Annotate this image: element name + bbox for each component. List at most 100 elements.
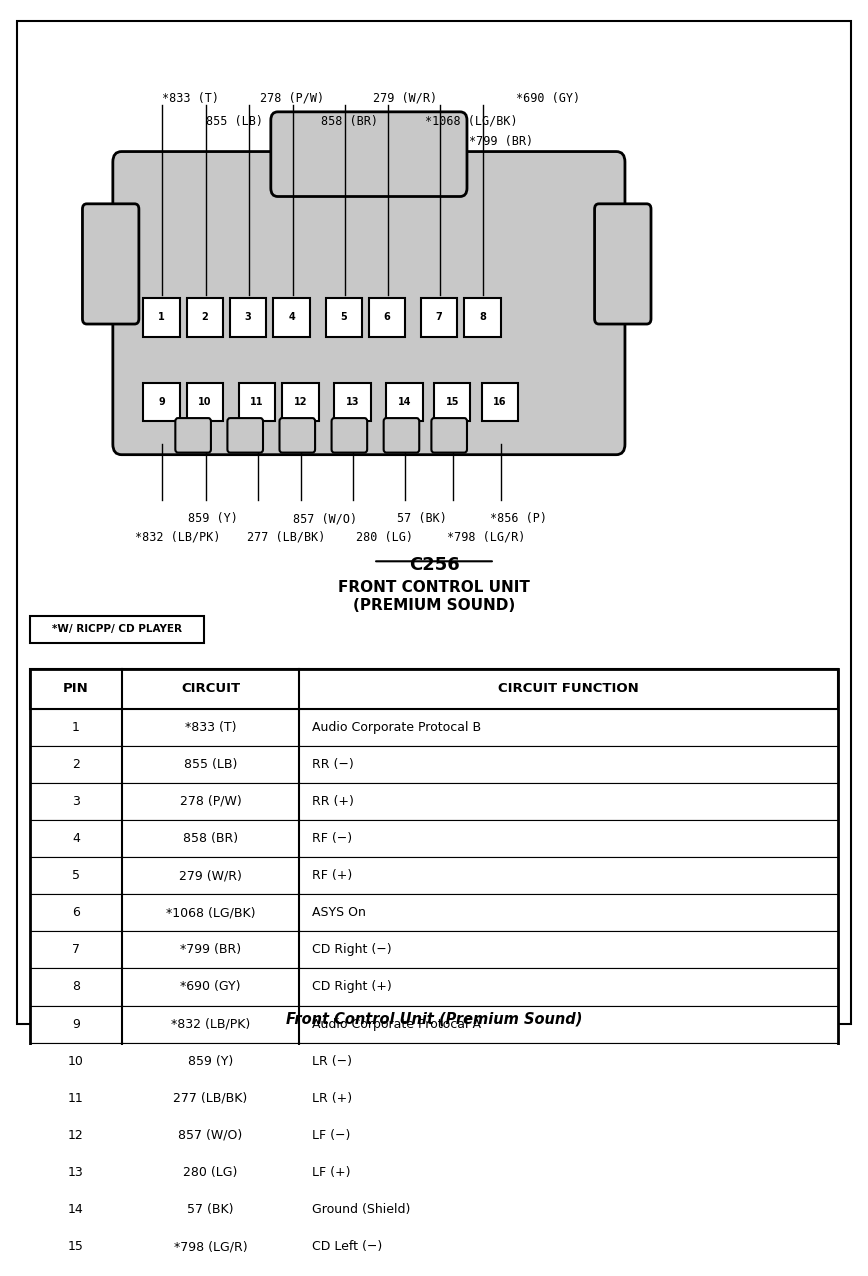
- Bar: [30, 1191, 838, 1229]
- Bar: [464, 297, 501, 337]
- Text: FRONT CONTROL UNIT
(PREMIUM SOUND): FRONT CONTROL UNIT (PREMIUM SOUND): [338, 581, 530, 612]
- Bar: [239, 383, 275, 421]
- Text: 2: 2: [201, 313, 208, 323]
- Text: RR (+): RR (+): [312, 795, 354, 808]
- Text: C256: C256: [409, 556, 459, 574]
- Text: 1: 1: [72, 721, 80, 734]
- Bar: [369, 297, 405, 337]
- Text: 13: 13: [345, 397, 359, 407]
- Bar: [187, 297, 223, 337]
- Bar: [30, 669, 838, 1276]
- Text: *798 (LG/R): *798 (LG/R): [447, 531, 525, 544]
- Text: *799 (BR): *799 (BR): [469, 135, 533, 148]
- Text: *W/ RICPP/ CD PLAYER: *W/ RICPP/ CD PLAYER: [52, 624, 182, 634]
- Text: *799 (BR): *799 (BR): [180, 943, 241, 956]
- Text: 858 (BR): 858 (BR): [183, 832, 238, 845]
- Text: 7: 7: [436, 313, 443, 323]
- Bar: [30, 1079, 838, 1116]
- FancyBboxPatch shape: [384, 419, 419, 453]
- Text: 859 (Y): 859 (Y): [188, 512, 238, 526]
- Text: 14: 14: [68, 1203, 84, 1216]
- Text: 15: 15: [68, 1240, 84, 1253]
- Text: 3: 3: [72, 795, 80, 808]
- Text: RF (+): RF (+): [312, 869, 352, 882]
- Bar: [30, 1116, 838, 1154]
- Text: *832 (LB/PK): *832 (LB/PK): [171, 1017, 250, 1031]
- FancyBboxPatch shape: [279, 419, 315, 453]
- Bar: [30, 894, 838, 931]
- Text: 5: 5: [340, 313, 347, 323]
- Bar: [273, 297, 310, 337]
- Text: CIRCUIT: CIRCUIT: [181, 683, 240, 695]
- FancyBboxPatch shape: [595, 204, 651, 324]
- Text: 280 (LG): 280 (LG): [183, 1166, 238, 1179]
- Text: 8: 8: [72, 980, 80, 994]
- Text: Ground (Shield): Ground (Shield): [312, 1203, 411, 1216]
- Text: *690 (GY): *690 (GY): [181, 980, 240, 994]
- Text: LR (+): LR (+): [312, 1092, 352, 1105]
- Text: 9: 9: [72, 1017, 80, 1031]
- Text: Audio Corporate Protocal B: Audio Corporate Protocal B: [312, 721, 482, 734]
- Bar: [30, 931, 838, 968]
- Text: 15: 15: [445, 397, 459, 407]
- Text: *833 (T): *833 (T): [162, 92, 220, 105]
- FancyBboxPatch shape: [271, 112, 467, 197]
- Bar: [326, 297, 362, 337]
- Bar: [434, 383, 470, 421]
- Text: 11: 11: [68, 1092, 84, 1105]
- Text: 1: 1: [158, 313, 165, 323]
- Text: CD Left (−): CD Left (−): [312, 1240, 383, 1253]
- Bar: [30, 708, 838, 745]
- Text: 4: 4: [288, 313, 295, 323]
- Text: 10: 10: [68, 1055, 84, 1068]
- Bar: [482, 383, 518, 421]
- Text: Audio Corporate Protocal A: Audio Corporate Protocal A: [312, 1017, 482, 1031]
- Text: 5: 5: [72, 869, 80, 882]
- Text: 6: 6: [72, 906, 80, 919]
- Text: RR (−): RR (−): [312, 758, 354, 771]
- Bar: [282, 383, 319, 421]
- Text: LF (+): LF (+): [312, 1166, 351, 1179]
- Text: CD Right (+): CD Right (+): [312, 980, 392, 994]
- Bar: [30, 968, 838, 1005]
- Bar: [143, 383, 180, 421]
- Text: 12: 12: [68, 1129, 84, 1142]
- Text: 10: 10: [198, 397, 212, 407]
- Bar: [30, 745, 838, 783]
- Text: 3: 3: [245, 313, 252, 323]
- Bar: [30, 783, 838, 820]
- Bar: [421, 297, 457, 337]
- Text: 16: 16: [493, 397, 507, 407]
- Text: *832 (LB/PK): *832 (LB/PK): [135, 531, 220, 544]
- Text: 6: 6: [384, 313, 391, 323]
- FancyBboxPatch shape: [82, 204, 139, 324]
- Bar: [334, 383, 371, 421]
- Text: 280 (LG): 280 (LG): [356, 531, 413, 544]
- Text: *1068 (LG/BK): *1068 (LG/BK): [425, 115, 518, 128]
- Bar: [30, 1154, 838, 1191]
- Text: 8: 8: [479, 313, 486, 323]
- Text: *690 (GY): *690 (GY): [516, 92, 581, 105]
- Text: 859 (Y): 859 (Y): [187, 1055, 233, 1068]
- Text: *1068 (LG/BK): *1068 (LG/BK): [166, 906, 255, 919]
- Text: 57 (BK): 57 (BK): [187, 1203, 233, 1216]
- FancyBboxPatch shape: [332, 419, 367, 453]
- Text: PIN: PIN: [63, 683, 89, 695]
- Text: 855 (LB): 855 (LB): [184, 758, 237, 771]
- Text: Front Control Unit (Premium Sound): Front Control Unit (Premium Sound): [286, 1012, 582, 1026]
- Text: CD Right (−): CD Right (−): [312, 943, 392, 956]
- Text: 13: 13: [68, 1166, 84, 1179]
- Text: 2: 2: [72, 758, 80, 771]
- FancyBboxPatch shape: [113, 152, 625, 454]
- FancyBboxPatch shape: [175, 419, 211, 453]
- Text: 9: 9: [158, 397, 165, 407]
- Text: 277 (LB/BK): 277 (LB/BK): [247, 531, 326, 544]
- Text: *856 (P): *856 (P): [490, 512, 548, 526]
- Text: 278 (P/W): 278 (P/W): [180, 795, 241, 808]
- Text: ASYS On: ASYS On: [312, 906, 366, 919]
- Text: *798 (LG/R): *798 (LG/R): [174, 1240, 247, 1253]
- FancyBboxPatch shape: [431, 419, 467, 453]
- Text: 855 (LB): 855 (LB): [206, 115, 263, 128]
- Text: LF (−): LF (−): [312, 1129, 351, 1142]
- Text: 279 (W/R): 279 (W/R): [373, 92, 437, 105]
